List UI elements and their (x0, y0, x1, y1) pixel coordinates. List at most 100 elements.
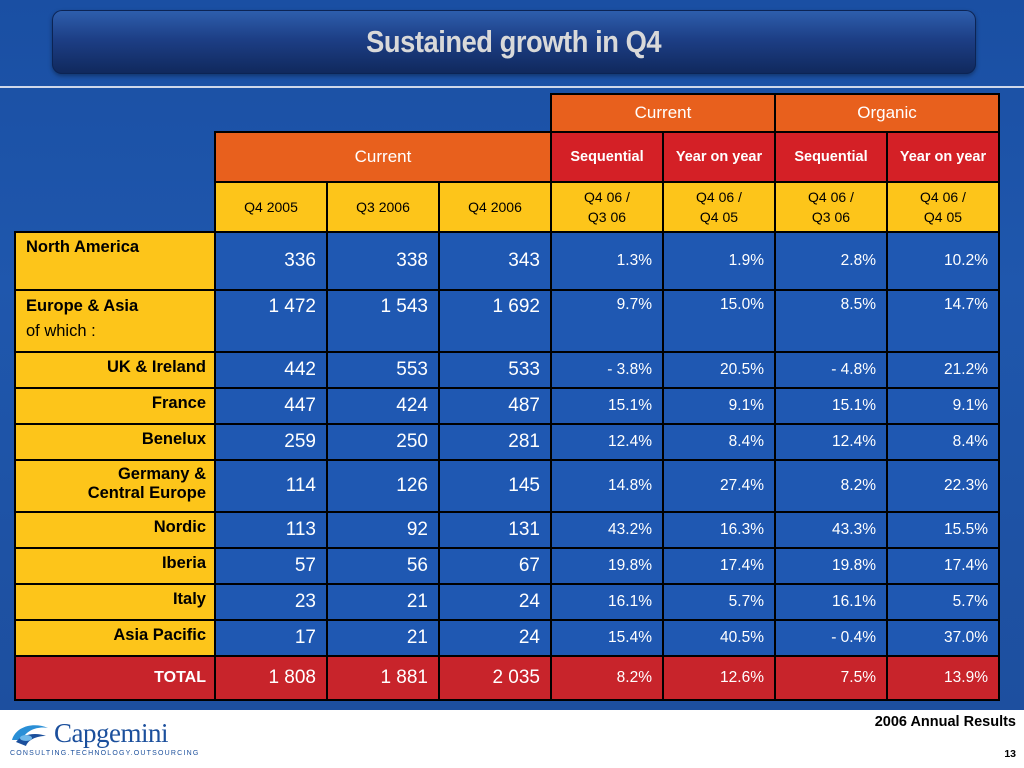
pct-cell: 5.7% (886, 583, 1000, 621)
header-year-on-year: Year on year (662, 131, 776, 183)
header-sequential: Sequential (774, 131, 888, 183)
header-year-on-year: Year on year (886, 131, 1000, 183)
row-label: Germany & Central Europe (14, 459, 216, 513)
value-cell: 56 (326, 547, 440, 585)
row-label-text: Europe & Asia (26, 297, 139, 315)
value-cell: 487 (438, 387, 552, 425)
pct-cell: 10.2% (886, 231, 1000, 291)
value-cell: 447 (214, 387, 328, 425)
value-cell: 113 (214, 511, 328, 549)
row-label: North America (14, 231, 216, 291)
row-label: Iberia (14, 547, 216, 585)
header-row-subcols: Current Sequential Year on year Sequenti… (15, 131, 1000, 183)
value-cell: 442 (214, 351, 328, 389)
pct-cell: 1.3% (550, 231, 664, 291)
table-row: Germany & Central Europe 114 126 145 14.8… (14, 459, 1000, 513)
value-cell: 131 (438, 511, 552, 549)
value-cell: 57 (214, 547, 328, 585)
pct-cell: 5.7% (662, 583, 776, 621)
pct-cell: - 0.4% (774, 619, 888, 657)
row-label-text: Iberia (161, 554, 206, 572)
page-title: Sustained growth in Q4 (366, 24, 662, 59)
row-label: Italy (14, 583, 216, 621)
row-label-text: Asia Pacific (113, 626, 206, 644)
header-group-organic: Organic (774, 93, 1000, 133)
compare-bottom: Q4 05 (699, 209, 739, 225)
pct-cell: 8.2% (774, 459, 888, 513)
compare-bottom: Q3 06 (587, 209, 627, 225)
row-label-text: Benelux (141, 430, 206, 448)
pct-cell: 19.8% (774, 547, 888, 585)
pct-cell: 12.4% (774, 423, 888, 461)
pct-cell: - 3.8% (550, 351, 664, 389)
value-cell: 67 (438, 547, 552, 585)
header-row-periods: Q4 2005 Q3 2006 Q4 2006 Q4 06 / Q3 06 Q4 … (15, 181, 1000, 233)
pct-cell: 15.5% (886, 511, 1000, 549)
value-cell: 424 (326, 387, 440, 425)
total-value-cell: 1 808 (214, 655, 328, 701)
table-row: UK & Ireland 442 553 533 - 3.8% 20.5% - … (14, 351, 1000, 389)
pct-cell: 21.2% (886, 351, 1000, 389)
value-cell: 21 (326, 619, 440, 657)
value-cell: 1 472 (214, 289, 328, 353)
total-pct-cell: 8.2% (550, 655, 664, 701)
header-period: Q4 2005 (214, 181, 328, 233)
table-row: Nordic 113 92 131 43.2% 16.3% 43.3% 15.5… (14, 511, 1000, 549)
row-label: UK & Ireland (14, 351, 216, 389)
pct-cell: 17.4% (662, 547, 776, 585)
table-row: Benelux 259 250 281 12.4% 8.4% 12.4% 8.4… (14, 423, 1000, 461)
table-row: Asia Pacific 17 21 24 15.4% 40.5% - 0.4%… (14, 619, 1000, 657)
row-label: Europe & Asia of which : (14, 289, 216, 353)
value-cell: 281 (438, 423, 552, 461)
value-cell: 338 (326, 231, 440, 291)
title-banner: Sustained growth in Q4 (52, 10, 976, 74)
value-cell: 92 (326, 511, 440, 549)
value-cell: 21 (326, 583, 440, 621)
header-group-current: Current (550, 93, 776, 133)
value-cell: 250 (326, 423, 440, 461)
pct-cell: 8.5% (774, 289, 888, 353)
header-row-groups: Current Organic (15, 93, 1000, 133)
pct-cell: 16.1% (774, 583, 888, 621)
header-period: Q4 2006 (438, 181, 552, 233)
logo-spade-icon (12, 725, 48, 746)
value-cell: 24 (438, 583, 552, 621)
value-cell: 336 (214, 231, 328, 291)
compare-top: Q4 06 / (584, 188, 630, 205)
capgemini-logo: Capgemini CONSULTING.TECHNOLOGY.OUTSOURC… (8, 718, 198, 764)
pct-cell: 12.4% (550, 423, 664, 461)
value-cell: 1 543 (326, 289, 440, 353)
pct-cell: 8.4% (886, 423, 1000, 461)
logo-wordmark: Capgemini (54, 718, 168, 748)
pct-cell: 8.4% (662, 423, 776, 461)
value-cell: 343 (438, 231, 552, 291)
pct-cell: 43.3% (774, 511, 888, 549)
footer-text: 2006 Annual Results (874, 714, 1016, 730)
header-compare: Q4 06 / Q3 06 (550, 181, 664, 233)
pct-cell: 14.7% (886, 289, 1000, 353)
row-label-text: Nordic (153, 518, 206, 536)
table-row: Iberia 57 56 67 19.8% 17.4% 19.8% 17.4% (14, 547, 1000, 585)
pct-cell: 15.0% (662, 289, 776, 353)
header-compare: Q4 06 / Q4 05 (662, 181, 776, 233)
pct-cell: 15.1% (774, 387, 888, 425)
pct-cell: 15.1% (550, 387, 664, 425)
results-table: Current Organic Current Sequential Year … (14, 93, 1000, 701)
row-label-text: UK & Ireland (106, 358, 206, 376)
total-row: TOTAL 1 808 1 881 2 035 8.2% 12.6% 7.5% … (14, 655, 1000, 701)
pct-cell: 37.0% (886, 619, 1000, 657)
header-sequential: Sequential (550, 131, 664, 183)
pct-cell: 9.7% (550, 289, 664, 353)
value-cell: 1 692 (438, 289, 552, 353)
row-label: France (14, 387, 216, 425)
table-row: Europe & Asia of which : 1 472 1 543 1 69… (14, 289, 1000, 353)
row-label-text: Germany & (117, 465, 206, 483)
row-label-text: North America (26, 238, 140, 256)
pct-cell: 9.1% (886, 387, 1000, 425)
pct-cell: 15.4% (550, 619, 664, 657)
pct-cell: 19.8% (550, 547, 664, 585)
table-row: Italy 23 21 24 16.1% 5.7% 16.1% 5.7% (14, 583, 1000, 621)
row-label-text: France (151, 394, 206, 412)
row-label: Nordic (14, 511, 216, 549)
row-label-text: Italy (172, 590, 206, 608)
